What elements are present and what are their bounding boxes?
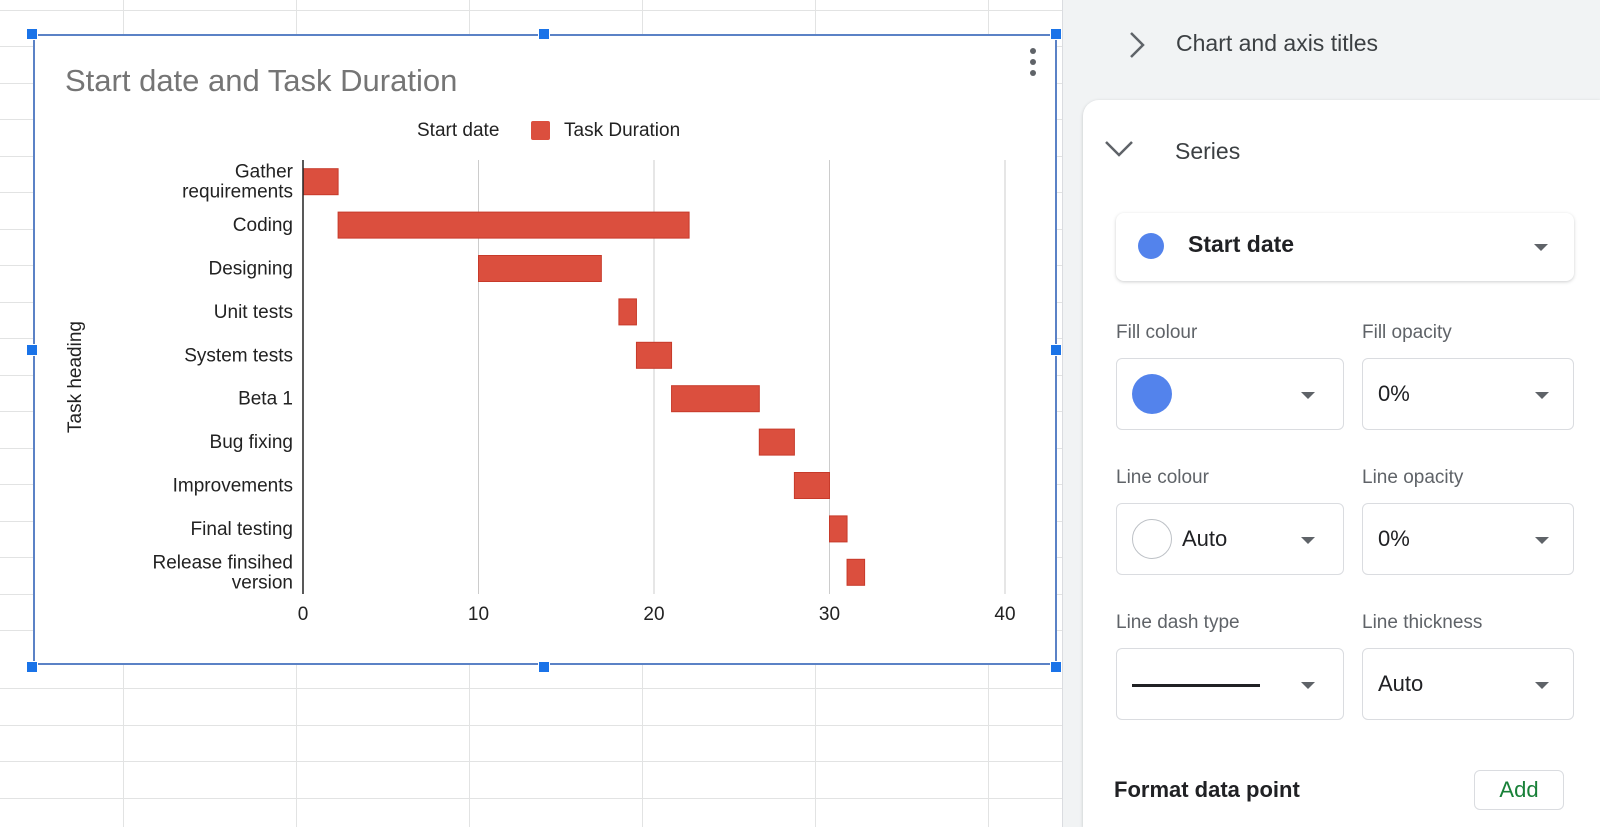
series-select-dropdown[interactable]: Start date <box>1116 213 1574 281</box>
x-tick-label: 10 <box>468 604 489 625</box>
category-label: Beta 1 <box>238 389 293 410</box>
legend-label: Start date <box>417 120 499 141</box>
resize-handle-top-right[interactable] <box>1050 28 1062 40</box>
dropdown-arrow-icon <box>1534 244 1548 251</box>
line-thickness-dropdown[interactable]: Auto <box>1362 648 1574 720</box>
line-colour-value: Auto <box>1182 526 1228 551</box>
task-duration-bar <box>478 255 602 282</box>
task-duration-bar <box>846 558 866 586</box>
line-dash-type-dropdown[interactable] <box>1116 648 1344 720</box>
chart-title: Start date and Task Duration <box>65 63 457 98</box>
chart-and-axis-titles-section[interactable]: Chart and axis titles <box>1063 0 1600 96</box>
x-tick-label: 0 <box>298 604 309 625</box>
fill-colour-label: Fill colour <box>1116 322 1198 343</box>
dropdown-arrow-icon <box>1535 392 1549 399</box>
series-section-header[interactable]: Series <box>1083 120 1600 180</box>
category-label: Unit tests <box>214 302 293 323</box>
add-data-point-button[interactable]: Add <box>1474 770 1564 810</box>
task-duration-bar <box>618 298 637 326</box>
start-date-bar <box>636 342 969 368</box>
resize-handle-top-left[interactable] <box>26 28 38 40</box>
resize-handle-bottom-right[interactable] <box>1050 661 1062 673</box>
grid-row-line <box>0 798 1062 799</box>
fill-opacity-label: Fill opacity <box>1362 322 1452 343</box>
chart-and-axis-titles-label: Chart and axis titles <box>1176 30 1378 56</box>
task-duration-bar <box>635 341 673 369</box>
y-axis-title: Task heading <box>65 321 86 433</box>
task-duration-bar <box>758 428 795 456</box>
category-label: System tests <box>184 345 293 366</box>
dropdown-arrow-icon <box>1301 682 1315 689</box>
sheet-panel-divider <box>1062 0 1063 827</box>
legend-swatch <box>531 121 550 140</box>
series-color-dot <box>1138 233 1164 259</box>
chevron-right-icon <box>1130 32 1145 58</box>
start-date-bar <box>759 429 1055 455</box>
dropdown-arrow-icon <box>1301 537 1315 544</box>
grid-row-line <box>0 10 1062 11</box>
grid-row-line <box>0 761 1062 762</box>
task-duration-bar <box>671 385 760 413</box>
dropdown-arrow-icon <box>1535 537 1549 544</box>
line-dash-type-label: Line dash type <box>1116 612 1240 633</box>
task-duration-bar <box>337 211 690 239</box>
chart-more-options-icon[interactable] <box>1022 44 1044 80</box>
grid-row-line <box>0 725 1062 726</box>
resize-handle-top[interactable] <box>538 28 550 40</box>
x-tick-label: 30 <box>819 604 840 625</box>
category-label: Improvements <box>173 476 293 497</box>
category-label: Final testing <box>191 519 293 540</box>
fill-opacity-dropdown[interactable]: 0% <box>1362 358 1574 430</box>
fill-colour-swatch <box>1132 374 1172 414</box>
line-thickness-label: Line thickness <box>1362 612 1483 633</box>
category-label: Gather requirements <box>182 162 294 203</box>
task-duration-bar <box>829 515 848 543</box>
resize-handle-left[interactable] <box>26 344 38 356</box>
start-date-bar <box>847 559 1055 585</box>
resize-handle-bottom[interactable] <box>538 661 550 673</box>
line-colour-label: Line colour <box>1116 467 1209 488</box>
chevron-down-icon <box>1105 141 1133 157</box>
x-tick-label: 20 <box>643 604 664 625</box>
category-label: Coding <box>233 215 293 236</box>
line-colour-swatch <box>1132 519 1172 559</box>
category-label: Designing <box>209 259 294 280</box>
line-opacity-dropdown[interactable]: 0% <box>1362 503 1574 575</box>
category-label: Bug fixing <box>210 432 293 453</box>
category-label: Release finsihed version <box>153 552 293 593</box>
start-date-bar <box>619 299 935 325</box>
series-label: Series <box>1175 138 1241 164</box>
selected-series-name: Start date <box>1188 231 1295 257</box>
fill-opacity-value: 0% <box>1378 381 1410 406</box>
fill-colour-dropdown[interactable] <box>1116 358 1344 430</box>
format-data-point-label: Format data point <box>1114 777 1300 802</box>
task-duration-bar <box>302 168 339 196</box>
dropdown-arrow-icon <box>1301 392 1315 399</box>
legend-label: Task Duration <box>564 120 680 141</box>
gantt-chart: Start date and Task Duration Start date Ta… <box>65 63 1056 625</box>
dropdown-arrow-icon <box>1535 682 1549 689</box>
line-opacity-label: Line opacity <box>1362 467 1464 488</box>
line-thickness-value: Auto <box>1378 671 1424 696</box>
resize-handle-right[interactable] <box>1050 344 1062 356</box>
chart-container[interactable]: Start date and Task Duration Start date Ta… <box>33 34 1057 665</box>
line-colour-dropdown[interactable]: Auto <box>1116 503 1344 575</box>
grid-row-line <box>0 688 1062 689</box>
start-date-bar <box>794 473 1055 499</box>
line-opacity-value: 0% <box>1378 526 1410 551</box>
x-tick-label: 40 <box>994 604 1015 625</box>
start-date-bar <box>830 516 1056 542</box>
task-duration-bar <box>793 472 831 499</box>
solid-line-sample <box>1132 684 1260 687</box>
resize-handle-bottom-left[interactable] <box>26 661 38 673</box>
